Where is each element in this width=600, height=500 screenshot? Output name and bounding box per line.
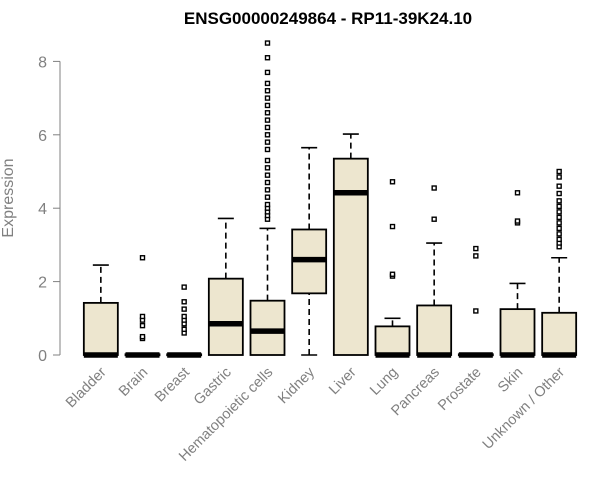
box-gastric [207, 217, 244, 356]
x-tick-label: Kidney [275, 364, 318, 407]
outlier-point [389, 271, 396, 277]
box-iqr [332, 157, 369, 356]
outlier-point [264, 146, 271, 153]
outlier-point [181, 326, 187, 333]
outlier-point [264, 55, 271, 61]
outlier-point [181, 284, 187, 290]
x-tick-label: Brain [116, 365, 151, 400]
outlier-point [473, 253, 479, 259]
outlier-point [389, 179, 396, 185]
outlier-point [473, 308, 479, 314]
x-tick-label: Lung [367, 365, 401, 399]
y-axis-label: Expression [0, 158, 17, 237]
outlier-point [556, 214, 562, 221]
outlier-point [264, 194, 271, 200]
outlier-point [264, 132, 271, 138]
outlier-point [264, 201, 271, 208]
box-kidney [291, 146, 328, 356]
outlier-point [556, 198, 562, 204]
outlier-point [556, 236, 562, 243]
outlier-point [181, 299, 187, 305]
outlier-point [139, 255, 146, 261]
box-bladder [82, 264, 119, 358]
box-hematopoietic-cells [249, 40, 286, 356]
box-unknown-other [541, 168, 578, 358]
outlier-point [264, 80, 271, 87]
outlier-point [139, 333, 146, 340]
y-tick-label: 2 [38, 275, 47, 292]
x-tick-label: Bladder [63, 364, 110, 411]
box-liver [332, 133, 369, 356]
x-tick-label: Liver [326, 364, 360, 398]
outlier-point [181, 313, 187, 320]
box-iqr [374, 325, 411, 356]
outlier-point [389, 223, 396, 230]
outlier-point [556, 231, 562, 237]
x-tick-label: Skin [495, 365, 526, 396]
outlier-point [264, 102, 271, 109]
outlier-point [556, 168, 562, 175]
outlier-point [514, 218, 521, 224]
box-breast [166, 284, 203, 358]
box-lung [374, 179, 411, 358]
box-iqr [207, 277, 244, 356]
outlier-point [264, 117, 271, 123]
outlier-point [556, 209, 562, 215]
box-prostate [457, 245, 494, 358]
outlier-point [264, 95, 271, 101]
plot-area [82, 40, 578, 358]
x-tick-label: Prostate [435, 365, 484, 414]
outlier-point [556, 183, 562, 189]
y-tick-label: 0 [38, 348, 47, 365]
box-brain [124, 255, 161, 358]
x-tick-label: Breast [152, 365, 193, 406]
outlier-point [264, 124, 271, 131]
outlier-point [264, 172, 271, 178]
outlier-point [264, 179, 271, 186]
box-iqr [499, 308, 536, 356]
y-tick-label: 6 [38, 128, 47, 145]
outlier-point [264, 157, 271, 164]
outlier-point [514, 190, 521, 196]
box-iqr [541, 311, 578, 356]
box-iqr [82, 301, 119, 356]
outlier-point [139, 313, 146, 320]
outlier-point [264, 187, 271, 193]
outlier-point [264, 139, 271, 145]
y-tick-label: 8 [38, 54, 47, 71]
outlier-point [181, 306, 187, 312]
outlier-point [556, 174, 562, 180]
y-axis: 0 2 4 6 8 [38, 54, 61, 365]
outlier-point [431, 216, 437, 222]
box-skin [499, 190, 536, 358]
outlier-point [264, 88, 271, 94]
outlier-point [473, 245, 479, 252]
y-tick-label: 4 [38, 201, 47, 218]
outlier-point [431, 185, 437, 191]
outlier-point [139, 322, 146, 329]
outlier-point [556, 203, 562, 210]
box-iqr [249, 299, 286, 356]
outlier-point [264, 40, 271, 46]
outlier-point [556, 220, 562, 226]
outlier-point [556, 190, 562, 197]
chart-title: ENSG00000249864 - RP11-39K24.10 [184, 9, 472, 28]
outlier-point [264, 165, 271, 171]
outlier-point [264, 110, 271, 116]
box-pancreas [416, 185, 453, 358]
outlier-point [264, 69, 271, 76]
box-iqr [416, 304, 453, 356]
outlier-point [556, 225, 562, 232]
